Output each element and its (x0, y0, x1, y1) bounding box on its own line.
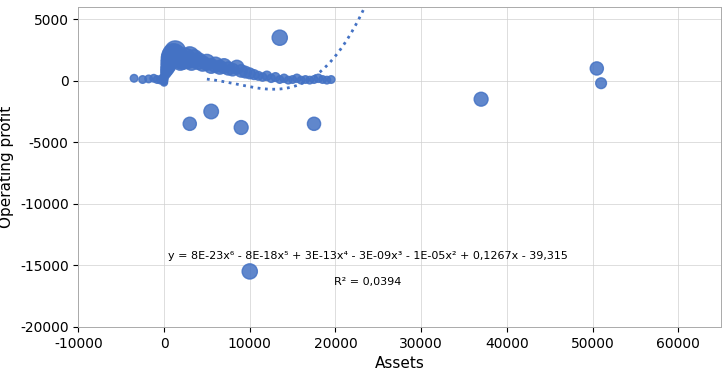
Point (308, 121, 320, 127)
Point (165, 56, 176, 62)
Point (312, 75, 324, 81)
Point (167, 51, 178, 57)
Point (214, 64, 226, 70)
Point (137, 76, 149, 82)
Point (265, 75, 277, 81)
Point (291, 75, 303, 81)
Point (304, 77, 315, 83)
Point (201, 59, 213, 65)
Point (151, 76, 163, 82)
Point (300, 76, 312, 82)
Point (180, 54, 191, 60)
Point (261, 73, 273, 79)
Point (158, 76, 170, 82)
Point (218, 63, 230, 69)
Point (184, 121, 196, 127)
Point (205, 108, 217, 115)
Point (175, 59, 186, 65)
Point (162, 65, 173, 71)
Point (296, 77, 307, 83)
Point (175, 56, 187, 62)
Point (274, 35, 285, 41)
Point (158, 80, 170, 86)
Point (173, 53, 184, 59)
Point (182, 57, 194, 63)
Point (240, 69, 251, 75)
Point (170, 52, 182, 58)
Point (189, 56, 200, 62)
Point (282, 77, 294, 83)
Point (253, 73, 264, 79)
Point (158, 77, 170, 83)
Point (197, 60, 208, 67)
Point (205, 63, 217, 69)
Point (143, 76, 154, 82)
Point (168, 51, 180, 57)
Point (163, 59, 175, 65)
Point (148, 75, 159, 81)
Point (170, 48, 181, 54)
Point (165, 53, 177, 59)
Point (186, 59, 197, 65)
Point (158, 78, 170, 84)
Point (235, 68, 247, 74)
Point (174, 57, 186, 63)
Point (192, 58, 204, 64)
Point (308, 76, 320, 82)
Point (475, 96, 487, 102)
Point (210, 62, 221, 68)
Point (172, 56, 183, 62)
Point (227, 67, 239, 73)
Y-axis label: Operating profit: Operating profit (0, 106, 14, 228)
Point (166, 56, 178, 62)
Point (157, 75, 168, 81)
Point (317, 76, 328, 82)
Point (223, 65, 234, 71)
Point (231, 64, 242, 70)
Text: R² = 0,0394: R² = 0,0394 (334, 277, 401, 287)
Point (321, 77, 333, 83)
Point (184, 53, 196, 59)
Point (161, 68, 173, 74)
Point (158, 75, 170, 81)
X-axis label: Assets: Assets (375, 356, 424, 371)
Point (287, 76, 298, 82)
Point (158, 77, 170, 83)
Text: y = 8E-23x⁶ - 8E-18x⁵ + 3E-13x⁴ - 3E-09x³ - 1E-05x² + 0,1267x - 39,315: y = 8E-23x⁶ - 8E-18x⁵ + 3E-13x⁴ - 3E-09x… (167, 251, 568, 262)
Point (244, 268, 256, 274)
Point (257, 74, 269, 80)
Point (591, 65, 603, 71)
Point (167, 53, 179, 59)
Point (274, 76, 285, 82)
Point (235, 124, 247, 130)
Point (278, 75, 290, 81)
Point (244, 70, 256, 76)
Point (158, 76, 170, 82)
Point (160, 70, 172, 76)
Point (177, 58, 189, 64)
Point (162, 63, 174, 69)
Point (325, 76, 337, 82)
Point (171, 54, 183, 60)
Point (269, 74, 281, 80)
Point (248, 71, 260, 77)
Point (158, 76, 170, 82)
Point (596, 80, 607, 86)
Point (159, 73, 171, 79)
Point (128, 75, 140, 81)
Point (155, 77, 167, 83)
